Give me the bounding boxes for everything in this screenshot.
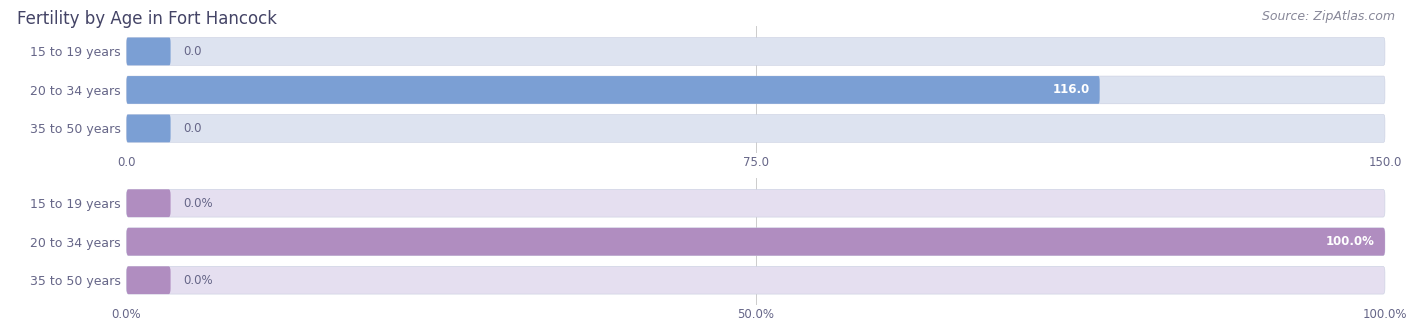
FancyBboxPatch shape bbox=[127, 266, 1385, 294]
Text: Fertility by Age in Fort Hancock: Fertility by Age in Fort Hancock bbox=[17, 10, 277, 28]
FancyBboxPatch shape bbox=[127, 115, 170, 142]
FancyBboxPatch shape bbox=[127, 76, 1385, 104]
Text: 0.0%: 0.0% bbox=[183, 274, 212, 287]
FancyBboxPatch shape bbox=[127, 76, 1099, 104]
Text: 0.0%: 0.0% bbox=[183, 197, 212, 210]
Text: 116.0: 116.0 bbox=[1052, 83, 1090, 96]
Text: 100.0%: 100.0% bbox=[1326, 235, 1375, 248]
FancyBboxPatch shape bbox=[127, 228, 1385, 255]
Text: 0.0: 0.0 bbox=[183, 45, 201, 58]
Text: 0.0: 0.0 bbox=[183, 122, 201, 135]
FancyBboxPatch shape bbox=[127, 38, 1385, 65]
Text: Source: ZipAtlas.com: Source: ZipAtlas.com bbox=[1261, 10, 1395, 23]
FancyBboxPatch shape bbox=[127, 266, 170, 294]
FancyBboxPatch shape bbox=[127, 38, 170, 65]
FancyBboxPatch shape bbox=[127, 228, 1385, 255]
FancyBboxPatch shape bbox=[127, 115, 1385, 142]
FancyBboxPatch shape bbox=[127, 189, 1385, 217]
FancyBboxPatch shape bbox=[127, 189, 170, 217]
